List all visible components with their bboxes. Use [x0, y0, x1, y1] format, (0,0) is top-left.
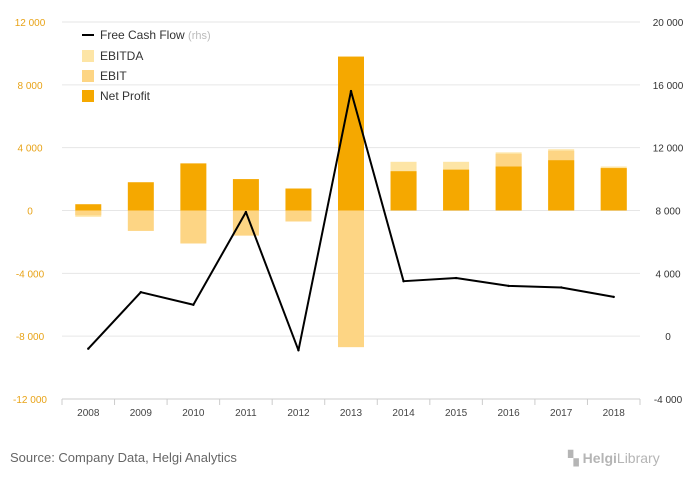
y-left-tick-label: -12 000: [13, 395, 47, 406]
x-tick-label-2015: 2015: [445, 408, 468, 419]
y-left-tick-label: -8 000: [16, 332, 45, 343]
x-tick-label-2017: 2017: [550, 408, 573, 419]
logo-main-text: Helgi: [582, 450, 617, 466]
legend-net-profit-swatch: [82, 90, 94, 102]
x-tick-label-2010: 2010: [182, 408, 205, 419]
bar-net-profit-2012: [285, 188, 312, 211]
legend-ebit-swatch: [82, 70, 94, 82]
bars-layer: [75, 56, 627, 348]
bar-ebit-2009: [127, 210, 154, 231]
legend-ebitda-label: EBITDA: [100, 49, 143, 63]
y-left-tick-label: -4 000: [16, 269, 45, 280]
bar-ebit-2012: [285, 210, 312, 222]
fcf-point-2016: [507, 284, 510, 288]
legend-ebitda-swatch: [82, 50, 94, 62]
legend-ebit-label: EBIT: [100, 69, 127, 83]
fcf-point-2014: [402, 279, 405, 283]
fcf-point-2008: [87, 347, 90, 350]
bar-net-profit-2015: [443, 169, 470, 211]
x-tick-label-2016: 2016: [498, 408, 521, 419]
y-left-tick-label: 12 000: [15, 18, 46, 29]
bar-net-profit-2008: [75, 204, 102, 211]
x-tick-label-2009: 2009: [130, 408, 153, 419]
chart-svg: -12 000 -8 000 -4 000 0 4 000 8 000 12 000 -4 0…: [13, 18, 684, 419]
y-left-tick-label: 8 000: [17, 81, 42, 92]
fcf-point-2010: [192, 303, 195, 306]
y-right-tick-label: 12 000: [653, 144, 684, 155]
fcf-line-layer: [87, 89, 615, 352]
bar-net-profit-2014: [390, 171, 417, 211]
fcf-point-2012: [297, 349, 300, 352]
bar-net-profit-2018: [600, 168, 627, 211]
legend-net-profit-label: Net Profit: [100, 89, 151, 103]
bar-net-profit-2009: [127, 182, 154, 211]
helgilibrary-logo: ▚ HelgiLibrary: [568, 450, 660, 467]
fcf-point-2018: [612, 295, 615, 299]
y-right-tick-label: 4 000: [655, 269, 680, 280]
bar-ebit-2010: [180, 210, 207, 244]
logo-icon: ▚: [568, 450, 579, 466]
x-tick-label-2014: 2014: [392, 408, 415, 419]
bar-net-profit-2011: [232, 179, 259, 211]
axes-layer: -12 000 -8 000 -4 000 0 4 000 8 000 12 000 -4 0…: [13, 18, 684, 419]
fcf-point-2011: [244, 210, 248, 214]
fcf-point-2015: [454, 276, 458, 280]
y-right-tick-label: 8 000: [655, 207, 680, 218]
y-right-tick-label: -4 000: [654, 395, 683, 406]
bar-ebit-2008: [75, 210, 102, 216]
legend: Free Cash Flow (rhs) EBITDA EBIT Net Profit: [82, 28, 211, 103]
x-tick-label-2011: 2011: [235, 408, 257, 419]
bar-net-profit-2017: [548, 160, 575, 211]
x-tick-label-2012: 2012: [287, 408, 310, 419]
logo-sub-text: Library: [616, 450, 660, 466]
y-left-tick-label: 0: [27, 207, 33, 218]
fcf-point-2017: [559, 286, 563, 289]
fcf-point-2009: [139, 290, 143, 294]
fcf-point-2013: [349, 89, 353, 93]
x-tick-label-2013: 2013: [340, 408, 363, 419]
legend-fcf-rhs: (rhs): [188, 30, 211, 42]
legend-fcf-label: Free Cash Flow (rhs): [100, 28, 211, 42]
y-right-tick-label: 0: [665, 332, 671, 343]
x-tick-label-2018: 2018: [603, 408, 626, 419]
x-tick-label-2008: 2008: [77, 408, 100, 419]
y-right-tick-label: 20 000: [653, 18, 684, 29]
bar-net-profit-2016: [495, 166, 522, 211]
bar-net-profit-2010: [180, 163, 207, 211]
y-right-tick-label: 16 000: [653, 81, 684, 92]
source-note: Source: Company Data, Helgi Analytics: [10, 450, 237, 465]
bar-ebit-2013: [338, 210, 364, 348]
y-left-tick-label: 4 000: [17, 144, 42, 155]
